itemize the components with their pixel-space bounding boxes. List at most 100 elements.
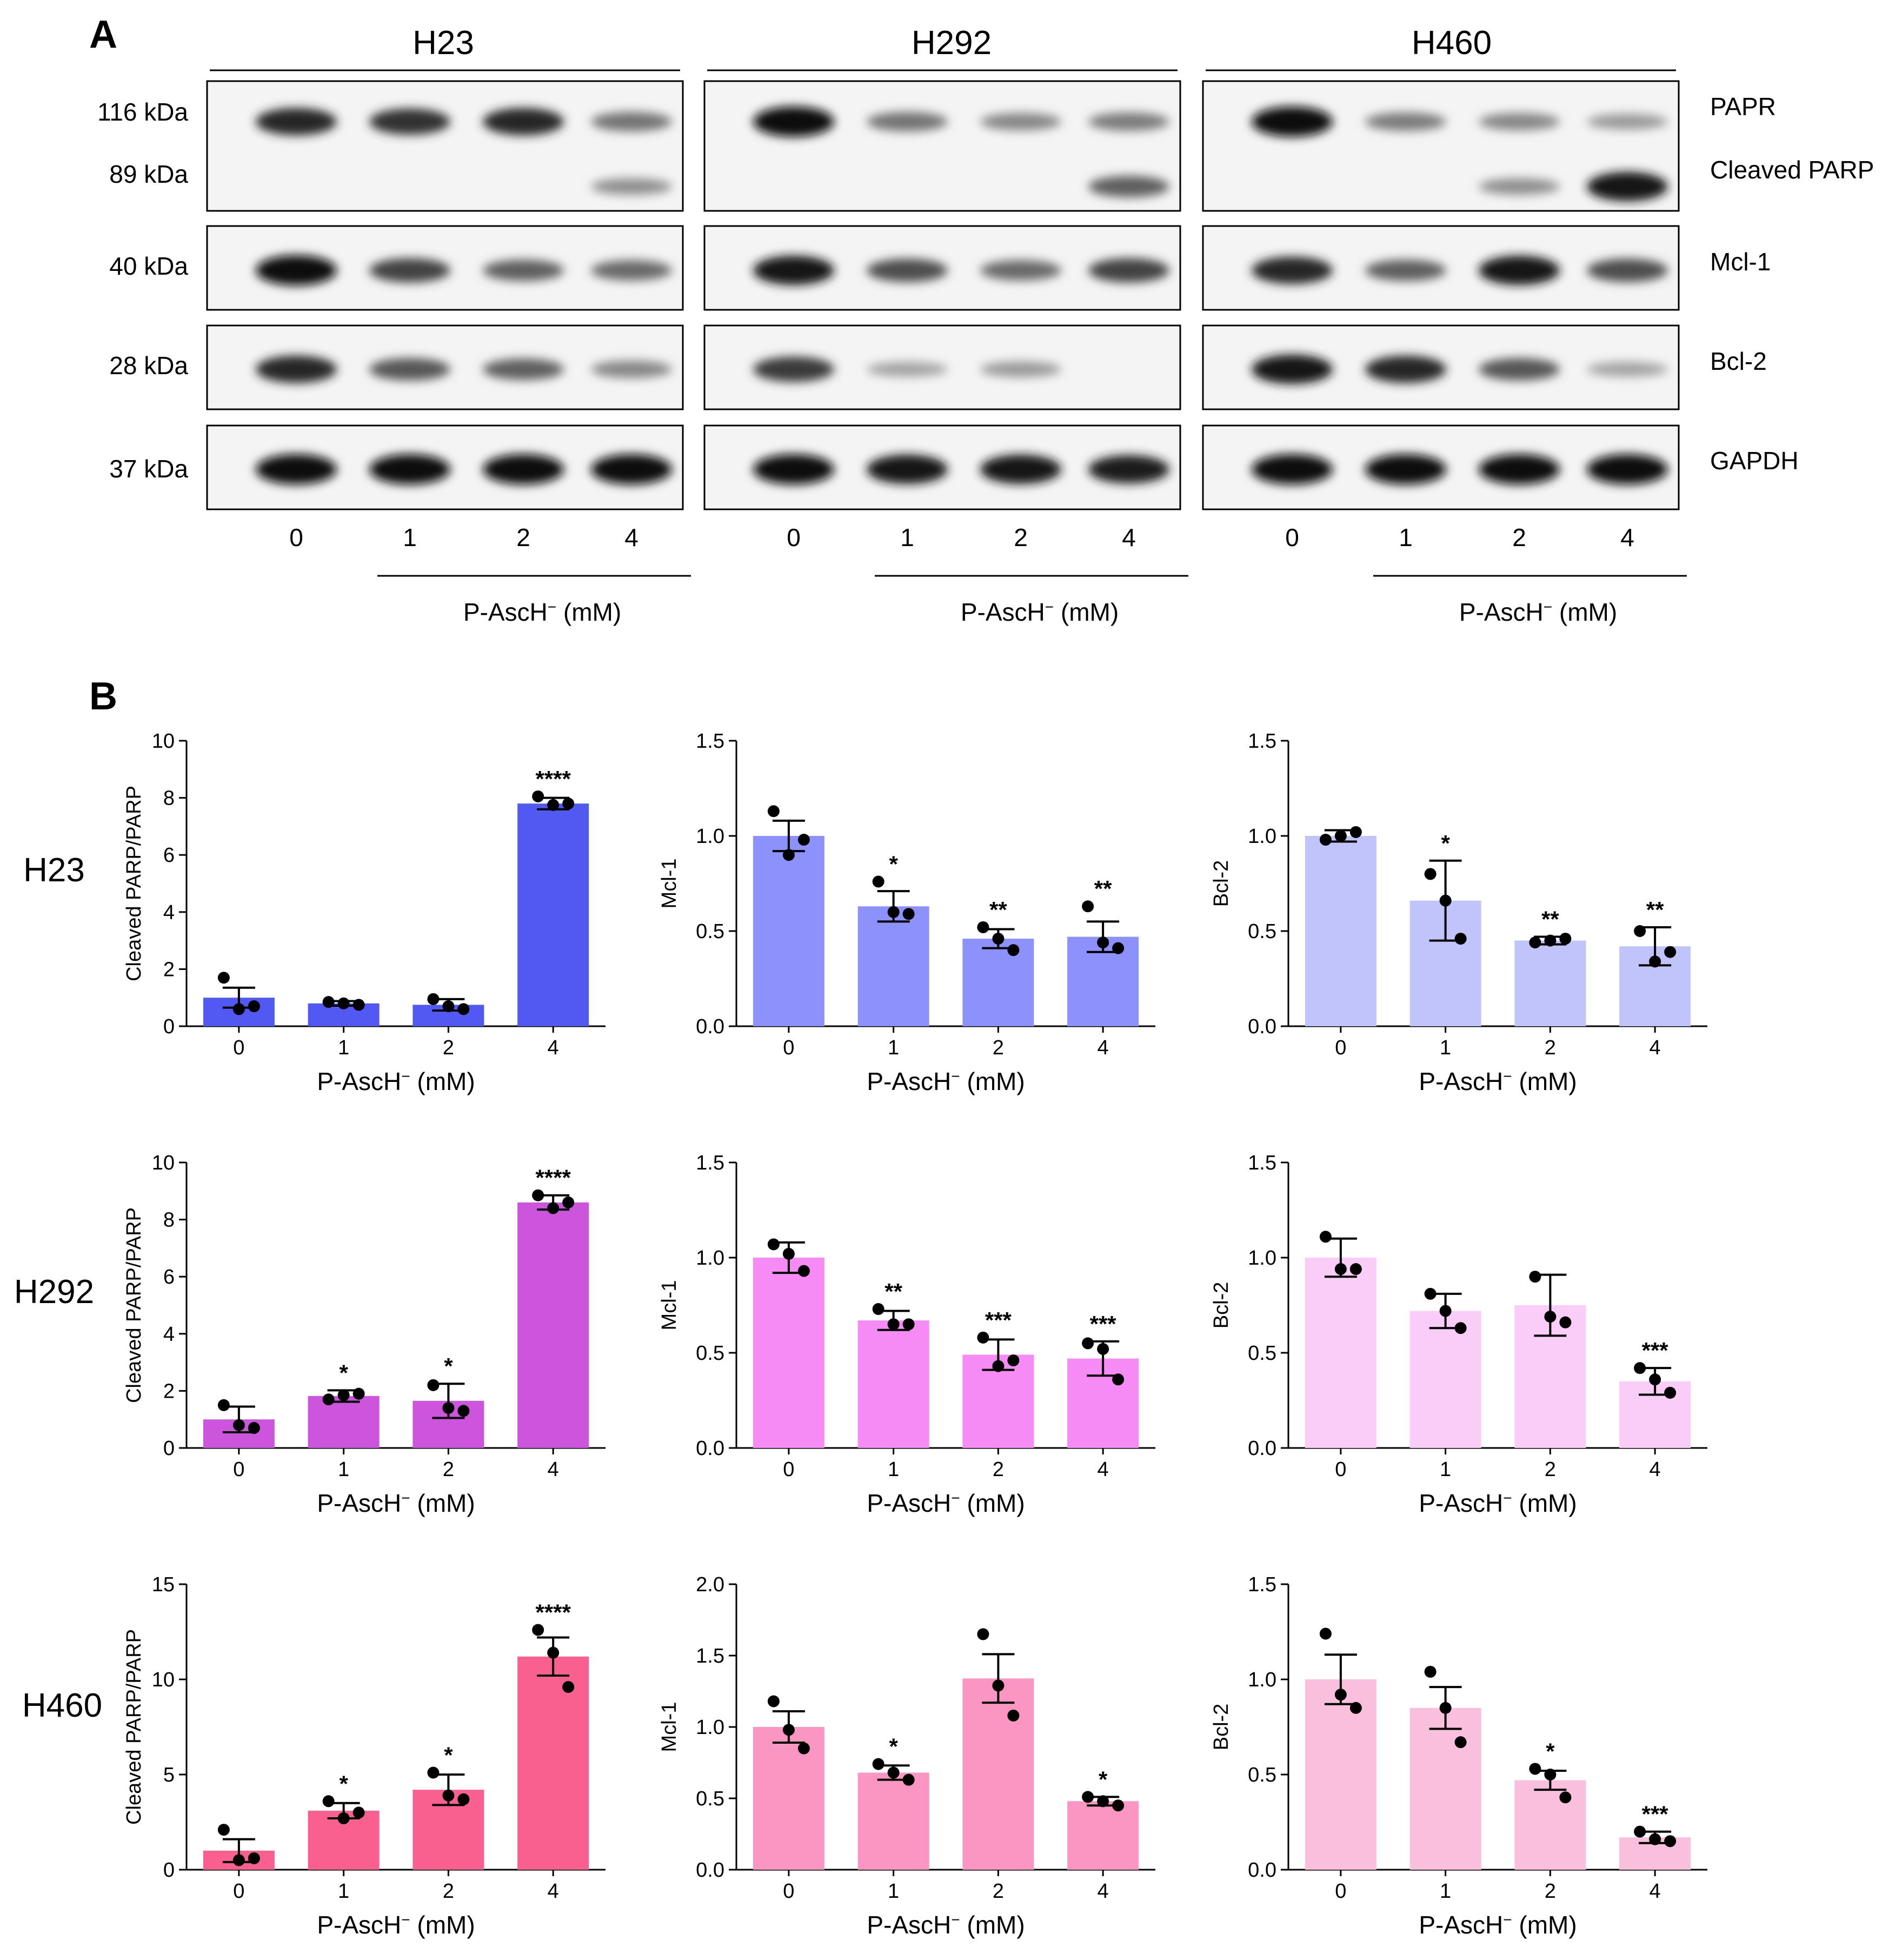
x-tick-label: 4 <box>1650 1880 1661 1903</box>
data-point <box>782 849 795 861</box>
band-mcl1 <box>1587 258 1668 282</box>
significance-label: * <box>1441 830 1450 856</box>
band-cleaved <box>1088 176 1169 197</box>
lane-label: 4 <box>1620 523 1634 552</box>
y-tick-label: 0.0 <box>1248 1015 1276 1038</box>
data-point <box>887 1318 900 1331</box>
data-point <box>248 1000 260 1013</box>
data-point <box>1664 1835 1677 1848</box>
y-tick-label: 1.0 <box>696 1716 724 1739</box>
y-tick-label: 10 <box>152 1669 175 1691</box>
data-point <box>232 1003 245 1015</box>
lane-label: 2 <box>1512 523 1526 552</box>
y-tick-label: 0.5 <box>696 920 724 943</box>
significance-label: * <box>889 851 898 876</box>
kda-label-40: 40 kDa <box>109 252 188 280</box>
band-mcl1 <box>753 255 834 285</box>
x-tick-label: 2 <box>1545 1458 1556 1481</box>
data-point <box>337 1389 350 1401</box>
bar <box>753 836 824 1026</box>
y-tick-label: 1.5 <box>696 1152 724 1174</box>
y-tick-label: 10 <box>152 730 175 753</box>
band-bcl2 <box>753 356 834 382</box>
data-point <box>457 1405 470 1417</box>
y-tick-label: 0.5 <box>696 1788 724 1810</box>
data-point <box>1649 1373 1661 1386</box>
band-gapdh <box>753 454 834 484</box>
lane-label: 2 <box>516 523 530 552</box>
y-tick-label: 0 <box>163 1015 175 1038</box>
data-point <box>1349 1702 1362 1714</box>
y-tick-label: 0.0 <box>1248 1437 1276 1460</box>
data-point <box>887 906 900 918</box>
x-tick-label: 1 <box>1440 1037 1451 1059</box>
data-point <box>547 1202 560 1214</box>
band-parp <box>980 112 1061 131</box>
lane-label: 4 <box>624 523 639 552</box>
data-point <box>872 1758 885 1770</box>
y-axis-title: Bcl-2 <box>1210 1282 1233 1329</box>
kda-label-37: 37 kDa <box>109 455 188 483</box>
x-axis-title: P-AscH− (mM) <box>867 1911 1025 1939</box>
chart-h23-mcl-1: 0.0 0.5 1.0 1.5 Mcl-1 0 * 1 ** 2 ** 4 P-AscH− (mM) <box>658 730 1155 1095</box>
cell-line-header-h460: H460 <box>1412 24 1492 62</box>
x-tick-label: 2 <box>1545 1037 1556 1059</box>
data-point <box>992 1679 1005 1692</box>
data-point <box>1424 1665 1437 1678</box>
chart-h460-mcl-1: 0.0 0.5 1.0 1.5 2.0 Mcl-1 0 * 1 2 * 4 P-AscH− (mM) <box>658 1573 1155 1939</box>
data-point <box>1424 1287 1437 1300</box>
data-point <box>1454 1736 1467 1749</box>
blot-panel-h23: 0 1 2 4 P-AscH− (mM) <box>206 69 691 626</box>
kda-label-89: 89 kDa <box>109 160 188 188</box>
western-blots: 0 1 2 4 P-AscH− (mM) 0 1 2 4 P-AscH− (mM) 0 1 2 4 P-As… <box>206 69 1687 626</box>
row-label-h23: H23 <box>23 852 85 889</box>
y-tick-label: 0.5 <box>696 1342 724 1365</box>
data-point <box>442 1000 455 1013</box>
data-point <box>797 1742 810 1755</box>
significance-label: ** <box>1541 907 1559 932</box>
x-tick-label: 0 <box>1335 1880 1346 1903</box>
data-point <box>457 1793 470 1805</box>
data-point <box>1559 1791 1572 1804</box>
bar <box>962 939 1034 1026</box>
band-mcl1 <box>1479 255 1560 285</box>
y-tick-label: 0.0 <box>1248 1859 1276 1882</box>
data-point <box>872 1303 885 1315</box>
x-tick-label: 2 <box>443 1880 454 1903</box>
data-point <box>782 1247 795 1260</box>
data-point <box>457 1003 470 1015</box>
significance-label: *** <box>1642 1338 1669 1363</box>
lane-label: 1 <box>1399 523 1413 552</box>
bar <box>753 1727 824 1870</box>
data-point <box>902 908 915 920</box>
band-mcl1 <box>1365 260 1446 281</box>
x-tick-label: 4 <box>548 1458 559 1481</box>
data-point <box>442 1789 455 1802</box>
chart-h23-cleaved-parp-parp: 0 2 4 6 8 10 Cleaved PARP/PARP 0 1 2 **** 4 P-AscH− … <box>123 730 606 1095</box>
data-point <box>562 1681 575 1693</box>
data-point <box>1319 834 1332 846</box>
data-point <box>532 1189 544 1201</box>
band-gapdh <box>1365 454 1446 484</box>
lane-label: 0 <box>787 523 801 552</box>
y-tick-label: 2.0 <box>696 1573 724 1596</box>
x-tick-label: 0 <box>233 1880 244 1903</box>
chart-h292-mcl-1: 0.0 0.5 1.0 1.5 Mcl-1 0 ** 1 *** 2 *** 4 P-AscH− (mM… <box>658 1152 1155 1517</box>
y-axis-title: Mcl-1 <box>658 1280 681 1331</box>
chart-h23-bcl-2: 0.0 0.5 1.0 1.5 Bcl-2 0 * 1 ** 2 ** 4 P-AscH− (mM) <box>1210 730 1707 1095</box>
band-parp <box>1088 112 1169 131</box>
bar <box>308 1396 380 1448</box>
data-point <box>1559 933 1572 945</box>
bar <box>1305 836 1376 1026</box>
data-point <box>1097 1343 1109 1355</box>
data-point <box>547 1646 560 1659</box>
data-point <box>353 1806 365 1819</box>
row-label-h292: H292 <box>14 1273 94 1311</box>
data-point <box>1454 933 1467 945</box>
y-tick-label: 0.5 <box>1248 1342 1276 1365</box>
x-tick-label: 0 <box>1335 1458 1346 1481</box>
data-point <box>1454 1322 1467 1334</box>
significance-label: *** <box>985 1307 1012 1333</box>
data-point <box>782 1724 795 1736</box>
